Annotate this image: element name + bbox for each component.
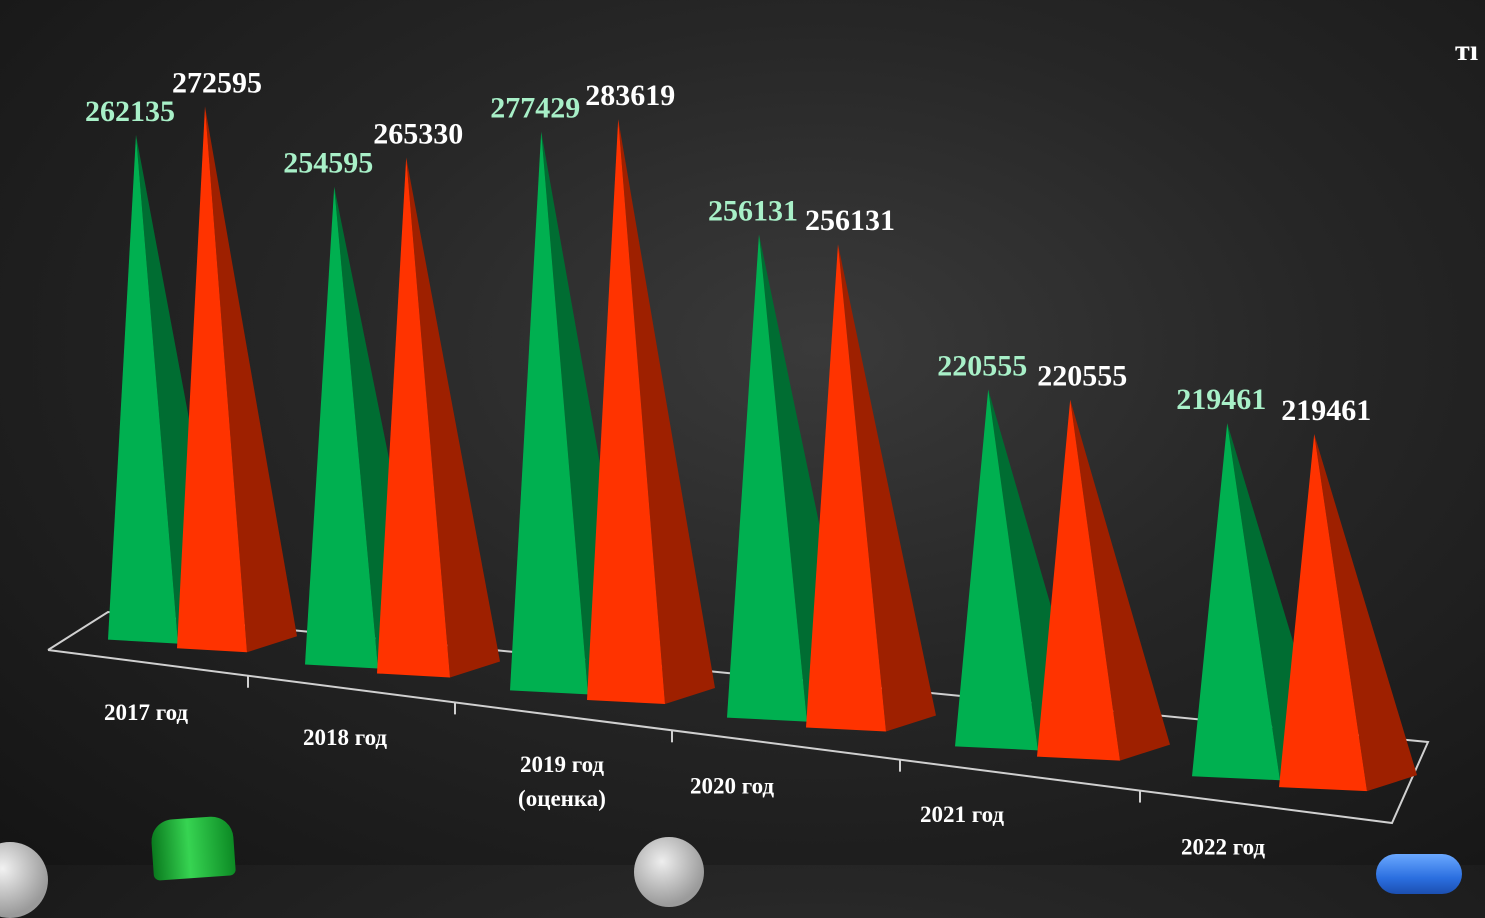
data-label-s1-2: 254595 bbox=[283, 147, 373, 180]
pyramid-bar-s1-3 bbox=[510, 131, 588, 695]
data-label-s2-5: 220555 bbox=[1037, 360, 1127, 393]
data-label-s1-6: 219461 bbox=[1176, 383, 1266, 416]
pyramid-bar-s1-4 bbox=[727, 234, 807, 722]
bars-layer bbox=[108, 106, 1417, 792]
blue-capsule bbox=[1376, 854, 1462, 894]
pyramid-bar-s2-3 bbox=[587, 119, 665, 705]
pyramid-bar-s2-5 bbox=[1037, 399, 1120, 761]
category-label-2: 2018 год bbox=[303, 725, 387, 750]
category-label-3-line2: (оценка) bbox=[518, 786, 606, 811]
pyramid-chart: 262135 254595 277429 256131 220555 219461 2725… bbox=[47, 34, 1478, 860]
data-label-s1-5: 220555 bbox=[937, 349, 1027, 382]
categories-layer: 2017 год 2018 год 2019 год (оценка) 2020 год… bbox=[104, 700, 1265, 860]
data-label-s1-3: 277429 bbox=[490, 92, 580, 125]
chart-floor bbox=[47, 610, 1430, 825]
category-label-1: 2017 год bbox=[104, 700, 188, 725]
category-label-6: 2022 год bbox=[1181, 835, 1265, 860]
category-label-4: 2020 год bbox=[690, 773, 774, 798]
floor-outline bbox=[47, 610, 1430, 825]
pyramid-bar-s2-4 bbox=[806, 244, 886, 732]
gray-sphere-center bbox=[634, 837, 704, 907]
pyramid-bar-s2-6 bbox=[1279, 434, 1367, 792]
pyramid-bar-s2-2 bbox=[377, 157, 450, 678]
pyramid-side-s2-5 bbox=[1070, 399, 1170, 761]
pyramid-side-s2-1 bbox=[205, 106, 297, 653]
category-label-5: 2021 год bbox=[920, 802, 1004, 827]
corner-text-fragment: тı bbox=[1455, 34, 1478, 67]
pyramid-bar-s2-1 bbox=[177, 106, 247, 653]
pyramid-side-s2-6 bbox=[1314, 434, 1417, 792]
category-label-3: 2019 год bbox=[520, 752, 604, 777]
data-label-s1-4: 256131 bbox=[708, 194, 798, 227]
pyramid-bar-s1-5 bbox=[955, 389, 1038, 751]
pyramid-bar-s1-6 bbox=[1192, 423, 1280, 781]
data-label-s2-4: 256131 bbox=[805, 204, 895, 237]
data-label-s2-6: 219461 bbox=[1281, 394, 1371, 427]
data-label-s2-1: 272595 bbox=[172, 67, 262, 100]
labels-layer: 262135 254595 277429 256131 220555 219461 2725… bbox=[85, 67, 1371, 428]
pyramid-bar-s1-2 bbox=[305, 186, 378, 669]
data-label-s2-3: 283619 bbox=[585, 79, 675, 112]
green-capsule bbox=[150, 815, 236, 881]
pyramid-side-s2-2 bbox=[406, 157, 500, 678]
data-label-s1-1: 262135 bbox=[85, 95, 175, 128]
pyramid-side-s2-4 bbox=[838, 244, 936, 732]
data-label-s2-2: 265330 bbox=[373, 118, 463, 151]
pyramid-side-s2-3 bbox=[618, 119, 715, 705]
pyramid-bar-s1-1 bbox=[108, 135, 178, 644]
